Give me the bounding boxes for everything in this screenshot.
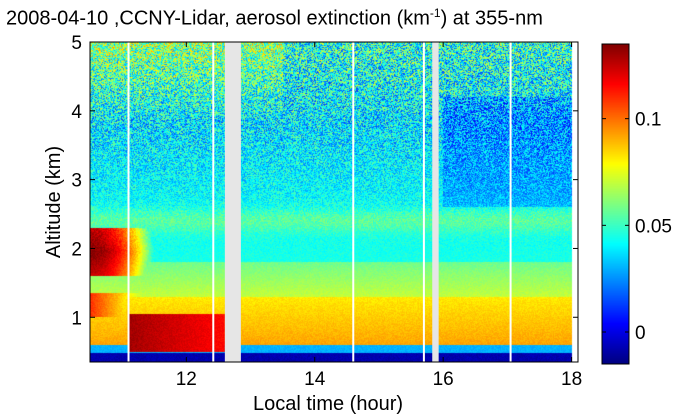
y-tick-label: 4 <box>71 102 82 123</box>
y-tick-label: 2 <box>71 239 82 260</box>
x-tick-label: 14 <box>304 369 326 390</box>
colorbar-frame <box>601 43 630 365</box>
y-tick-label: 1 <box>71 308 82 329</box>
colorbar-tick-label: 0.1 <box>635 110 661 131</box>
data-gap-1 <box>432 42 439 362</box>
x-tick-label: 16 <box>433 369 454 390</box>
data-gaps <box>224 42 439 362</box>
y-axis-label: Altitude (km) <box>43 146 65 258</box>
chart-title: 2008-04-10 ,CCNY-Lidar, aerosol extincti… <box>6 6 543 30</box>
colorbar-tick-label: 0.05 <box>635 216 672 237</box>
colorbar-tick-label: 0 <box>635 323 646 344</box>
extinction-heatmap <box>90 42 578 362</box>
x-tick-label: 12 <box>176 369 197 390</box>
data-gap-0 <box>224 42 241 362</box>
colorbar-ticks: 0 0.05 0.1 <box>602 110 672 344</box>
y-tick-label: 3 <box>71 171 82 192</box>
x-axis-label: Local time (hour) <box>253 393 403 415</box>
x-tick-label: 18 <box>561 369 582 390</box>
x-axis-ticks: 12 14 16 18 <box>176 42 582 390</box>
plot-frame <box>89 41 579 363</box>
y-tick-label: 5 <box>71 33 82 54</box>
y-axis-ticks: 1 2 3 4 5 <box>71 33 578 329</box>
colorbar-gradient <box>602 44 629 364</box>
missing-profile-lines <box>127 42 512 362</box>
